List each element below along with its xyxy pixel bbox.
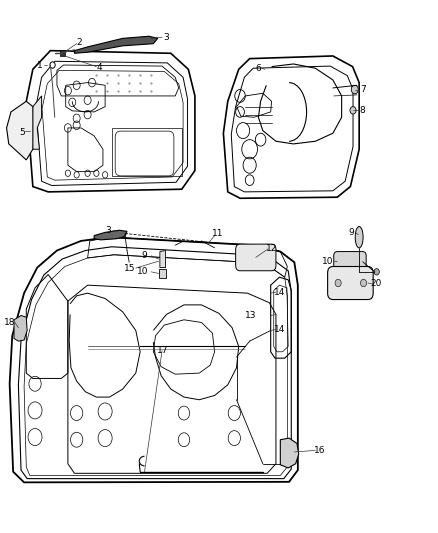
Text: 5: 5 xyxy=(19,128,25,136)
FancyBboxPatch shape xyxy=(334,252,366,272)
Circle shape xyxy=(50,62,55,68)
Text: 3: 3 xyxy=(106,226,112,235)
Polygon shape xyxy=(159,269,166,278)
Polygon shape xyxy=(14,316,27,341)
FancyBboxPatch shape xyxy=(236,244,276,271)
Text: 3: 3 xyxy=(163,33,170,42)
Text: 17: 17 xyxy=(157,346,169,355)
Text: 7: 7 xyxy=(360,85,366,94)
Text: 15: 15 xyxy=(124,264,135,272)
Polygon shape xyxy=(280,438,299,468)
Text: 9: 9 xyxy=(348,229,354,237)
Text: 8: 8 xyxy=(360,106,366,115)
Polygon shape xyxy=(74,36,158,53)
Polygon shape xyxy=(160,251,166,268)
Polygon shape xyxy=(28,96,42,149)
Circle shape xyxy=(335,279,341,287)
Text: 9: 9 xyxy=(141,252,148,260)
Text: 4: 4 xyxy=(97,63,102,72)
Text: 6: 6 xyxy=(255,64,261,72)
Text: 12: 12 xyxy=(266,244,277,253)
Text: 1: 1 xyxy=(37,61,43,69)
Text: 16: 16 xyxy=(314,446,325,455)
Text: 14: 14 xyxy=(274,288,285,296)
Polygon shape xyxy=(7,101,33,160)
Ellipse shape xyxy=(355,227,363,248)
Circle shape xyxy=(360,279,367,287)
Text: 14: 14 xyxy=(274,325,285,334)
Text: 2: 2 xyxy=(76,38,81,47)
Text: 18: 18 xyxy=(4,318,15,327)
Circle shape xyxy=(374,269,379,275)
Text: 20: 20 xyxy=(370,279,381,288)
Polygon shape xyxy=(94,230,127,240)
FancyBboxPatch shape xyxy=(60,50,65,56)
FancyBboxPatch shape xyxy=(328,266,373,300)
Text: 10: 10 xyxy=(322,257,333,265)
Text: 11: 11 xyxy=(212,229,224,238)
Circle shape xyxy=(351,85,358,94)
Circle shape xyxy=(350,107,356,114)
Text: 13: 13 xyxy=(245,311,256,320)
Text: 10: 10 xyxy=(137,268,148,276)
